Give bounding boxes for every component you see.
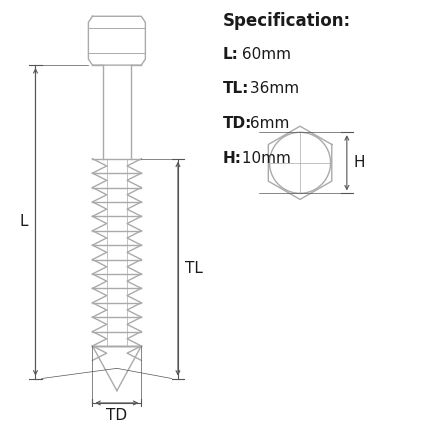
Text: TD: TD: [107, 408, 128, 421]
Text: TL: TL: [185, 261, 203, 276]
Text: 60mm: 60mm: [237, 47, 291, 62]
Text: 36mm: 36mm: [245, 81, 299, 96]
Text: TD:: TD:: [223, 116, 252, 131]
Text: L: L: [19, 214, 27, 229]
Text: TL:: TL:: [223, 81, 249, 96]
Text: Specification:: Specification:: [223, 12, 351, 30]
Text: 6mm: 6mm: [245, 116, 289, 131]
Text: H: H: [353, 155, 365, 171]
Text: 10mm: 10mm: [237, 151, 291, 165]
Text: H:: H:: [223, 151, 242, 165]
Text: L:: L:: [223, 47, 239, 62]
